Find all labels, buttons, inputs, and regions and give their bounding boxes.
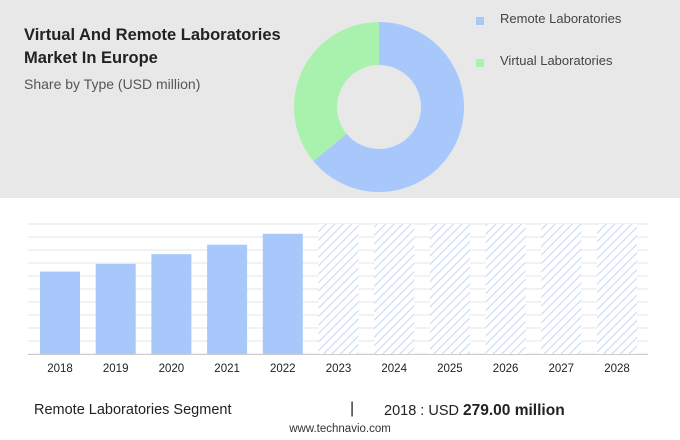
forecast-bar-2028 xyxy=(597,224,637,354)
donut-chart xyxy=(293,22,464,192)
forecast-bar-2027 xyxy=(541,224,582,354)
source-url[interactable]: www.technavio.com xyxy=(289,423,391,435)
segment-amount: 279.00 million xyxy=(463,402,565,419)
segment-label: Remote Laboratories Segment xyxy=(34,402,232,418)
chart-title: Virtual And Remote Laboratories Market I… xyxy=(24,26,281,67)
bar-2018 xyxy=(40,271,80,354)
forecast-bar-2024 xyxy=(374,224,415,354)
x-tick-label-2028: 2028 xyxy=(604,363,630,375)
x-tick-label-2021: 2021 xyxy=(214,363,240,375)
footer-divider: | xyxy=(350,400,355,417)
x-tick-label-2019: 2019 xyxy=(103,363,129,375)
x-tick-label-2023: 2023 xyxy=(326,363,352,375)
legend-label-virtual: Virtual Laboratories xyxy=(500,53,613,68)
forecast-bar-2023 xyxy=(318,224,359,354)
bar-2019 xyxy=(95,263,136,354)
bar-chart: 2018 2019 2020 2021 2022 2023 2024 2025 2026 2027… xyxy=(28,223,648,375)
bar-2020 xyxy=(151,254,192,354)
legend-swatch-virtual xyxy=(476,59,484,67)
forecast-bar-2026 xyxy=(485,224,526,354)
x-tick-label-2018: 2018 xyxy=(47,363,73,375)
x-tick-label-2020: 2020 xyxy=(159,363,185,375)
donut-slice-virtual-laboratories xyxy=(293,22,379,162)
x-tick-label-2024: 2024 xyxy=(381,363,407,375)
x-tick-label-2027: 2027 xyxy=(549,363,575,375)
legend-swatch-remote xyxy=(476,17,484,25)
donut-slice-remote-laboratories xyxy=(313,22,464,192)
x-tick-label-2025: 2025 xyxy=(437,363,463,375)
forecast-bar-2025 xyxy=(429,224,470,354)
x-tick-label-2022: 2022 xyxy=(270,363,296,375)
segment-year-label: 2018 : USD xyxy=(384,403,459,419)
bar-2021 xyxy=(207,244,248,354)
x-tick-label-2026: 2026 xyxy=(493,363,519,375)
legend-label-remote: Remote Laboratories xyxy=(500,11,622,26)
bar-2022 xyxy=(262,233,303,354)
segment-value: 2018 : USD 279.00 million xyxy=(384,402,565,420)
chart-subtitle: Share by Type (USD million) xyxy=(24,76,201,92)
